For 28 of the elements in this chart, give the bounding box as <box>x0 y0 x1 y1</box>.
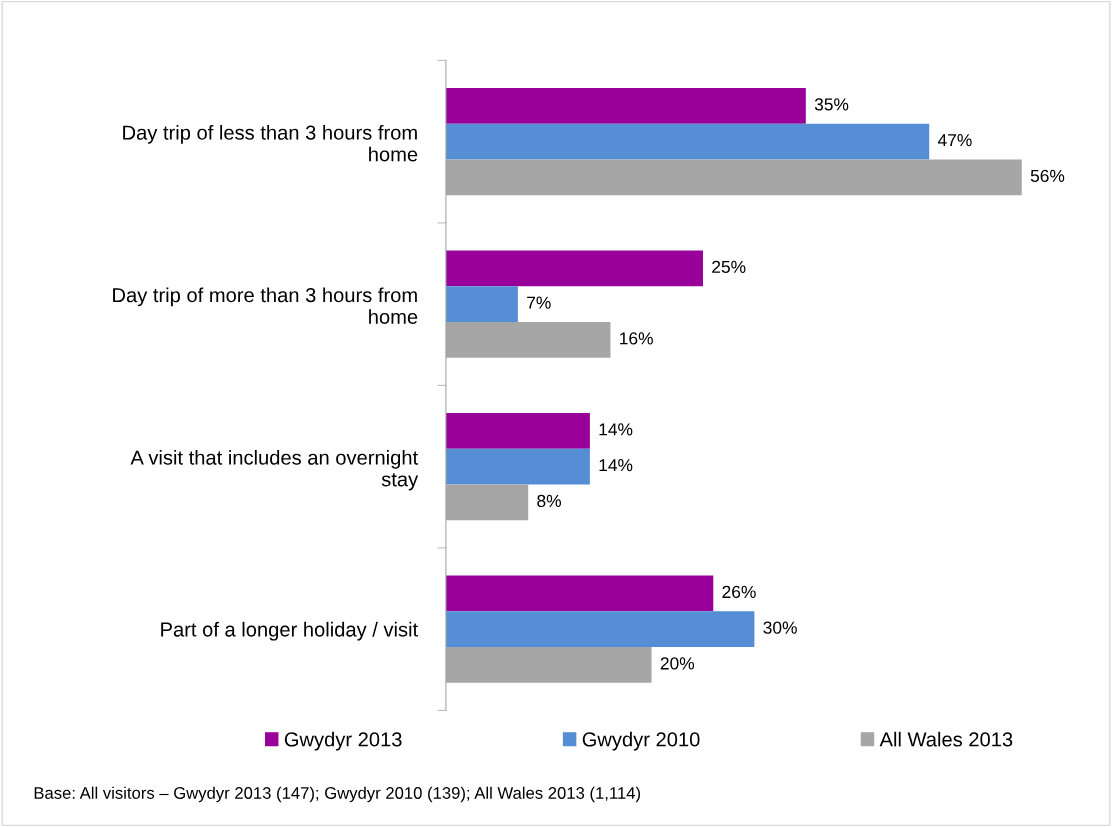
bar <box>445 123 930 160</box>
bar <box>445 413 590 449</box>
data-label: 8% <box>537 494 561 508</box>
bar <box>445 575 714 612</box>
data-label: 56% <box>1030 169 1065 183</box>
bar <box>445 448 590 485</box>
y-tick-label: A visit that includes an overnight stay <box>130 449 419 491</box>
text: Base: All visitors – Gwydyr 2013 (147); Gwydyr 2010 (139); All Wales 2013 (1,114) <box>34 786 641 803</box>
data-label: 7% <box>527 296 551 309</box>
data-label: 14% <box>599 423 633 436</box>
y-tick-label: Part of a longer holiday / visit <box>161 621 418 641</box>
bar <box>445 286 518 322</box>
y-tick-label: Day trip of more than 3 hours from home <box>113 287 418 324</box>
bar <box>445 88 806 124</box>
data-label: 14% <box>599 459 633 472</box>
bar <box>445 250 703 287</box>
data-label: 20% <box>660 657 695 670</box>
legend-label: All Wales 2013 <box>879 731 1013 747</box>
data-label: 25% <box>712 260 746 274</box>
data-label: 47% <box>937 134 972 147</box>
data-label: 30% <box>763 621 797 634</box>
bar <box>445 611 755 648</box>
data-label: 16% <box>620 332 653 345</box>
legend-label: Gwydyr 2010 <box>582 731 700 751</box>
y-tick-label: Day trip of less than 3 hours from home <box>123 124 418 162</box>
legend-label: Gwydyr 2013 <box>284 731 402 751</box>
data-label: 35% <box>814 98 849 111</box>
data-label: 26% <box>722 585 756 599</box>
